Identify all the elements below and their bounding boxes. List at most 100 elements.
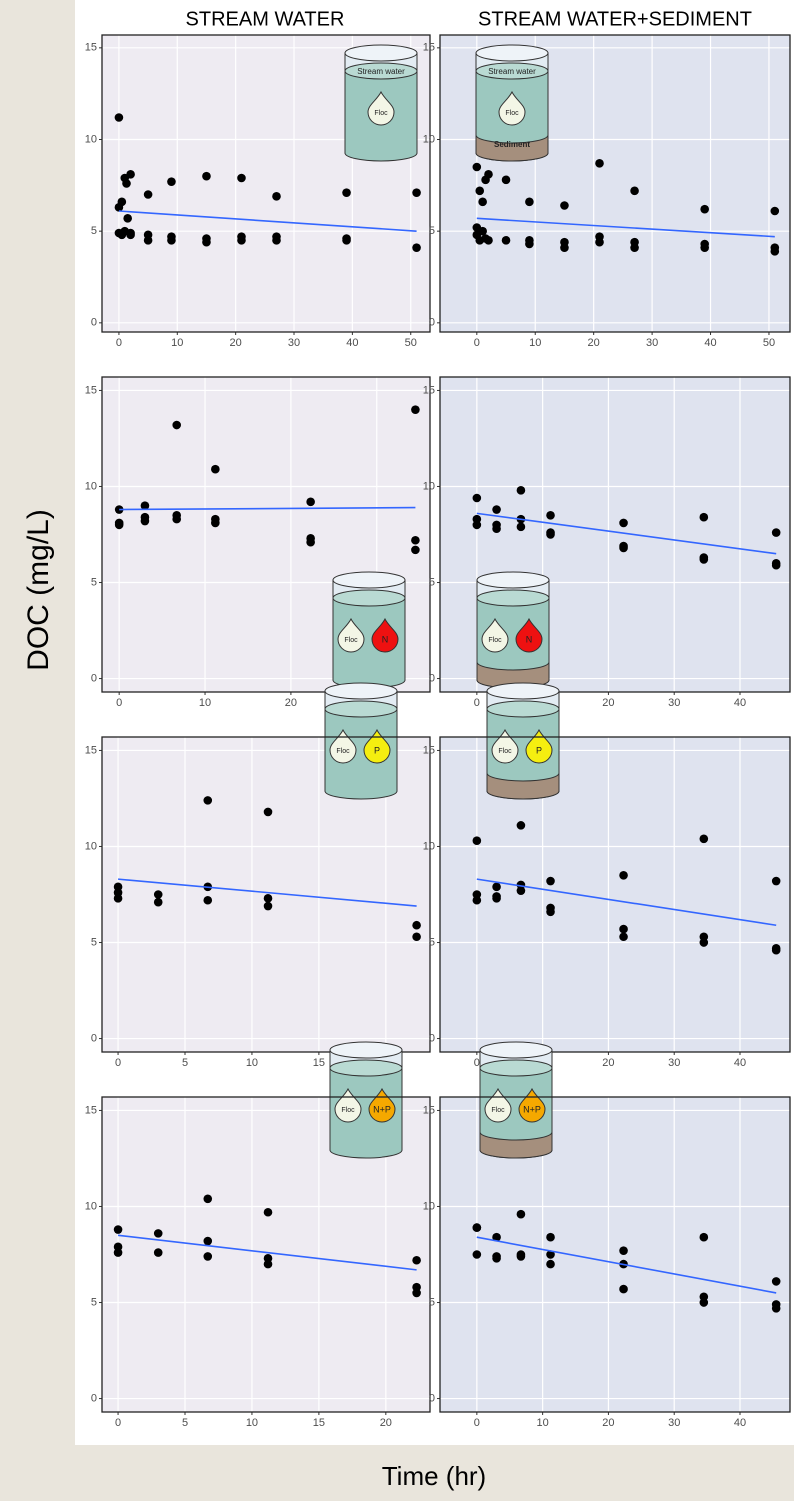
y-tick-label: 5	[429, 225, 435, 237]
y-axis-label: DOC (mg/L)	[22, 509, 55, 671]
page: {"figure": {"column_titles": ["STREAM WA…	[0, 0, 794, 1501]
data-point	[412, 932, 421, 941]
drop-label: Floc	[491, 1107, 505, 1114]
x-tick-label: 0	[115, 1057, 121, 1069]
beaker-rim	[477, 572, 549, 588]
data-point	[144, 236, 153, 245]
data-point	[264, 1260, 273, 1269]
data-point	[700, 1298, 709, 1307]
water-surface	[333, 590, 405, 606]
y-tick-label: 0	[429, 317, 435, 329]
data-point	[115, 113, 124, 122]
y-tick-label: 10	[85, 133, 97, 145]
data-point	[203, 796, 212, 805]
data-point	[473, 896, 482, 905]
drop-label: Floc	[341, 1107, 355, 1114]
data-point	[154, 1248, 163, 1257]
drop-label: N+P	[523, 1104, 541, 1114]
data-point	[126, 231, 135, 240]
data-point	[517, 523, 526, 532]
beaker-icon: Floc P	[325, 683, 397, 799]
data-point	[412, 1256, 421, 1265]
data-point	[264, 894, 273, 903]
data-point	[619, 925, 628, 934]
data-point	[525, 198, 534, 207]
drop-label: N+P	[373, 1104, 391, 1114]
data-point	[167, 236, 176, 245]
beaker-rim	[476, 45, 548, 61]
y-tick-label: 0	[91, 1032, 97, 1044]
x-tick-label: 20	[602, 1057, 614, 1069]
data-point	[595, 238, 604, 247]
data-point	[203, 1194, 212, 1203]
water-label: Stream water	[357, 67, 405, 76]
sediment-label: Sediment	[494, 140, 530, 149]
beaker-icon: Floc N+P	[330, 1042, 402, 1158]
y-tick-label: 15	[85, 1104, 97, 1116]
data-point	[546, 511, 555, 520]
water-surface	[487, 701, 559, 717]
figure: STREAM WATER STREAM WATER+SEDIMENT DOC (…	[0, 0, 794, 1501]
x-tick-label: 30	[668, 697, 680, 709]
y-tick-label: 10	[423, 1200, 435, 1212]
data-point	[154, 890, 163, 899]
x-tick-label: 50	[405, 337, 417, 349]
drop-label: P	[374, 745, 380, 755]
data-point	[619, 932, 628, 941]
y-tick-label: 10	[423, 133, 435, 145]
y-tick-label: 10	[423, 480, 435, 492]
data-point	[272, 236, 281, 245]
beaker-icon: FlocN	[477, 572, 549, 688]
x-tick-label: 20	[602, 697, 614, 709]
y-tick-label: 5	[91, 225, 97, 237]
data-point	[517, 821, 526, 830]
data-point	[772, 877, 781, 886]
data-point	[342, 188, 351, 197]
y-tick-label: 5	[429, 576, 435, 588]
data-point	[619, 1246, 628, 1255]
x-tick-label: 15	[313, 1057, 325, 1069]
data-point	[546, 530, 555, 539]
x-tick-label: 0	[474, 1417, 480, 1429]
data-point	[211, 465, 220, 474]
beaker-rim	[325, 683, 397, 699]
data-point	[492, 894, 501, 903]
drop-label: Floc	[336, 748, 350, 755]
data-point	[412, 1289, 421, 1298]
x-tick-label: 10	[171, 337, 183, 349]
data-point	[492, 524, 501, 533]
data-point	[700, 205, 709, 214]
beaker-rim	[345, 45, 417, 61]
y-tick-label: 0	[429, 1032, 435, 1044]
data-point	[123, 214, 132, 223]
x-tick-label: 40	[734, 697, 746, 709]
beaker-icon: FlocN	[333, 572, 405, 688]
x-tick-label: 5	[182, 1417, 188, 1429]
x-tick-label: 0	[474, 1057, 480, 1069]
water-surface	[480, 1060, 552, 1076]
data-point	[473, 494, 482, 503]
x-tick-label: 0	[116, 337, 122, 349]
water-label: Stream water	[488, 67, 536, 76]
data-point	[700, 938, 709, 947]
data-point	[478, 198, 487, 207]
data-point	[619, 544, 628, 553]
x-tick-label: 15	[313, 1417, 325, 1429]
data-point	[172, 515, 181, 524]
data-point	[560, 243, 569, 252]
beaker-icon: FlocP	[487, 683, 559, 799]
column-title: STREAM WATER+SEDIMENT	[478, 8, 752, 30]
data-point	[502, 236, 511, 245]
data-point	[202, 238, 211, 247]
x-tick-label: 0	[474, 337, 480, 349]
x-tick-label: 5	[182, 1057, 188, 1069]
beaker-icon: Floc N+P	[480, 1042, 552, 1158]
data-point	[478, 227, 487, 236]
y-tick-label: 0	[429, 672, 435, 684]
water-surface	[477, 590, 549, 606]
data-point	[700, 1233, 709, 1242]
drop-label: N	[526, 634, 533, 644]
y-tick-label: 15	[85, 384, 97, 396]
data-point	[771, 247, 780, 256]
data-point	[203, 1252, 212, 1261]
